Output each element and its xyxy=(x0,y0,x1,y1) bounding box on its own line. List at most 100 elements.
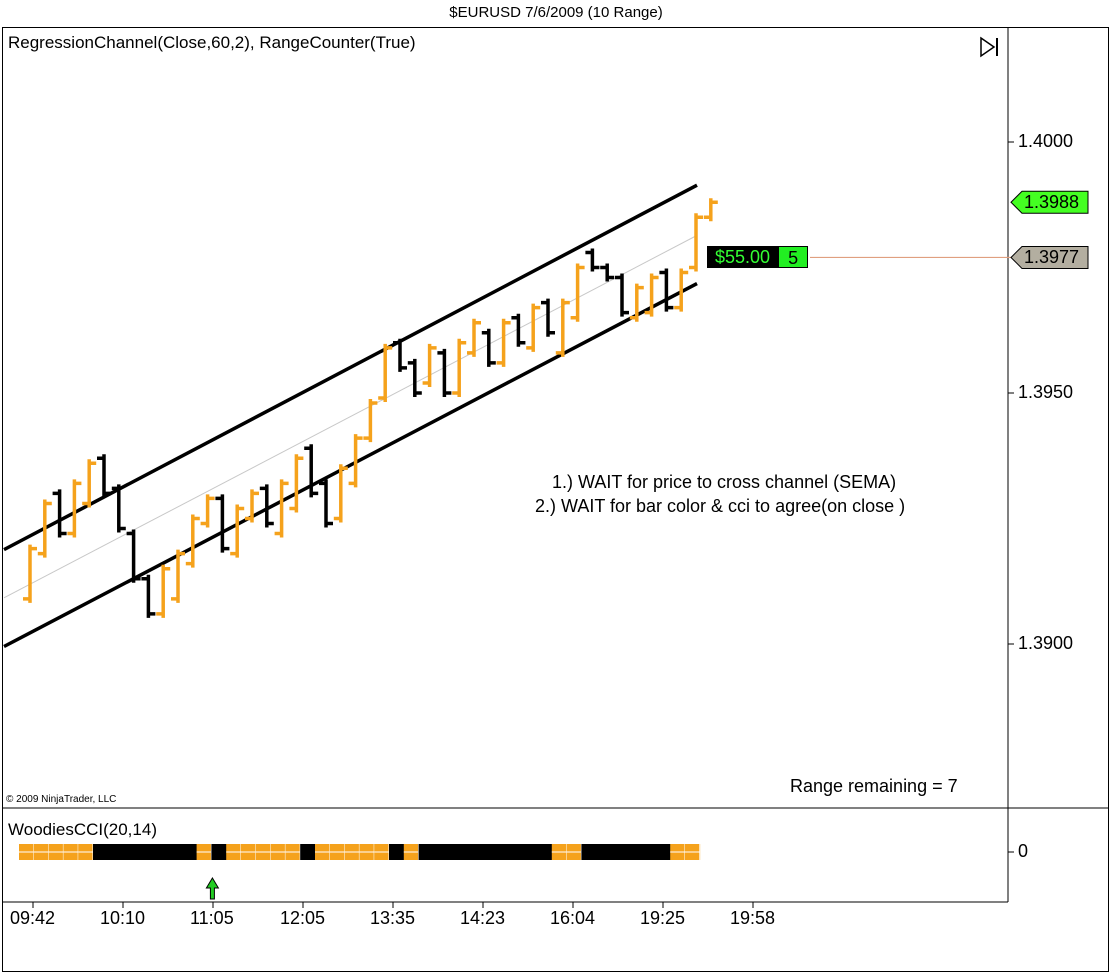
price-bar xyxy=(467,318,481,357)
x-tick-label: 10:10 xyxy=(100,908,146,928)
price-bar xyxy=(200,494,215,528)
y-tick-label: 1.4000 xyxy=(1018,131,1074,151)
last-price-label: 1.3988 xyxy=(1024,192,1080,213)
cci-bar xyxy=(522,844,538,860)
price-bar xyxy=(703,198,718,222)
range-remaining-text: Range remaining = 7 xyxy=(790,776,958,796)
price-bar xyxy=(23,544,37,603)
price-bar xyxy=(333,464,348,523)
cci-bar xyxy=(492,844,508,860)
cci-bar xyxy=(640,844,656,860)
price-bar xyxy=(259,484,274,528)
price-bar xyxy=(289,454,304,513)
cci-bar xyxy=(433,844,449,860)
cci-bar xyxy=(300,844,316,860)
main-indicator-label: RegressionChannel(Close,60,2), RangeCoun… xyxy=(8,33,416,52)
price-bar xyxy=(37,499,52,558)
price-bar xyxy=(245,489,259,523)
x-tick-label: 16:04 xyxy=(550,908,596,928)
price-bar xyxy=(541,298,555,337)
price-bar xyxy=(659,268,674,312)
chart-frame xyxy=(2,27,1109,972)
x-tick-label: 13:35 xyxy=(370,908,416,928)
up-arrow-icon xyxy=(205,877,220,900)
panel-dividers xyxy=(2,28,1108,903)
cci-bar xyxy=(107,844,124,860)
ref-price-label: 1.3977 xyxy=(1024,247,1080,268)
cci-bar xyxy=(463,844,479,860)
price-bar xyxy=(111,484,126,533)
price-bar xyxy=(615,273,629,317)
price-bar xyxy=(407,358,422,397)
copyright-text: © 2009 NinjaTrader, LLC xyxy=(6,794,117,805)
price-bar xyxy=(600,263,615,282)
note-2: 2.) WAIT for bar color & cci to agree(on… xyxy=(535,496,906,516)
x-tick-label: 14:23 xyxy=(460,908,506,928)
position-pl: $55.00 xyxy=(707,246,779,268)
price-bar xyxy=(274,479,289,538)
price-bar xyxy=(230,504,245,558)
cci-bar xyxy=(655,844,671,860)
ref-price-tag xyxy=(1010,245,1089,269)
x-tick-label: 19:58 xyxy=(730,908,776,928)
x-tick-label: 11:05 xyxy=(190,908,234,928)
price-bar xyxy=(674,268,689,312)
cci-indicator-label: WoodiesCCI(20,14) xyxy=(8,820,157,839)
x-tick-label: 19:25 xyxy=(640,908,686,928)
price-bar xyxy=(422,343,437,387)
axes xyxy=(32,141,1089,908)
price-bar xyxy=(304,444,319,498)
price-bar xyxy=(141,574,156,618)
position-count: 5 xyxy=(778,246,809,268)
cci-histogram xyxy=(19,844,701,900)
price-bar xyxy=(67,479,82,538)
play-to-end-icon[interactable] xyxy=(979,36,1001,58)
cci-bar xyxy=(211,844,227,860)
cci-bar xyxy=(181,844,198,860)
x-tick-label: 09:42 xyxy=(10,908,56,928)
price-bar xyxy=(348,434,363,488)
price-bar xyxy=(126,529,141,583)
cci-bar xyxy=(581,844,597,860)
price-bar xyxy=(585,248,600,272)
position-pl-box: $55.00 5 xyxy=(707,246,809,268)
cci-bar xyxy=(611,844,627,860)
price-bar xyxy=(82,459,97,508)
price-bar xyxy=(555,298,570,357)
y-tick-label: 1.3900 xyxy=(1018,633,1074,653)
cci-bar xyxy=(448,844,464,860)
price-bar xyxy=(689,213,703,272)
price-bar xyxy=(378,343,393,403)
x-tick-label: 12:05 xyxy=(280,908,326,928)
cci-bar xyxy=(93,844,109,860)
price-bar xyxy=(52,489,67,538)
price-bar xyxy=(437,348,452,397)
cci-bar xyxy=(507,844,523,860)
cci-bar xyxy=(137,844,153,860)
price-bar xyxy=(319,479,333,528)
price-bar xyxy=(171,549,185,603)
y-tick-label: 1.3950 xyxy=(1018,382,1074,402)
price-bar xyxy=(570,263,585,322)
cci-zero-label: 0 xyxy=(1018,841,1029,861)
channel-middle xyxy=(3,234,698,599)
price-bar xyxy=(363,399,378,443)
cci-bar xyxy=(596,844,612,860)
price-bar xyxy=(452,338,467,397)
cci-bar xyxy=(167,844,183,860)
price-bar xyxy=(156,564,171,618)
price-bar xyxy=(526,303,541,352)
price-bar xyxy=(481,328,496,367)
cci-bar xyxy=(122,844,138,860)
price-bar xyxy=(215,494,230,553)
price-bars xyxy=(23,198,718,618)
last-price-tag xyxy=(1010,190,1089,214)
cci-bar xyxy=(625,844,642,860)
cci-bar xyxy=(152,844,168,860)
cci-bar xyxy=(389,844,405,860)
price-bar xyxy=(185,514,200,568)
note-1: 1.) WAIT for price to cross channel (SEM… xyxy=(552,472,897,492)
cci-bar xyxy=(537,844,553,860)
price-bar xyxy=(511,313,526,347)
